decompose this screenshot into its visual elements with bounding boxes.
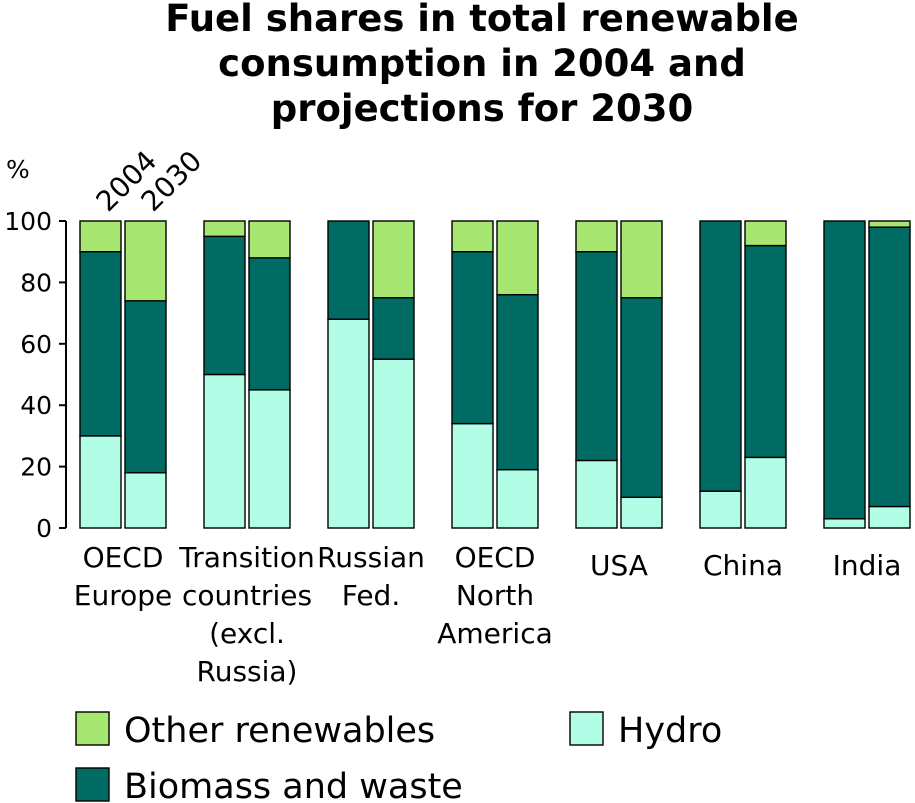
bar-segment-biomass-and-waste xyxy=(868,226,911,508)
bar-segment-other-renewables xyxy=(248,220,291,259)
bar-segment-biomass-and-waste xyxy=(699,220,742,492)
bar-segment-biomass-and-waste xyxy=(496,293,539,471)
legend-item-hydro: Hydro xyxy=(569,711,722,751)
bar-segment-biomass-and-waste xyxy=(327,220,370,320)
bar-segment-biomass-and-waste xyxy=(744,244,787,459)
bar-segment-other-renewables xyxy=(496,220,539,296)
category-label: OECD xyxy=(455,541,536,574)
y-tick-label: 40 xyxy=(20,391,52,420)
bar-segment-biomass-and-waste xyxy=(372,297,415,360)
legend-swatch xyxy=(75,711,110,746)
category-label: countries xyxy=(182,579,312,612)
bar-segment-hydro xyxy=(203,373,246,529)
category-label: (excl. xyxy=(209,617,285,650)
y-tick-label: 0 xyxy=(36,514,52,543)
bar-segment-hydro xyxy=(124,472,167,529)
bar-segment-hydro xyxy=(575,459,618,529)
bar-segment-biomass-and-waste xyxy=(575,250,618,462)
bar-year-labels: 2004 2030 xyxy=(90,144,209,218)
chart-title-line-3: projections for 2030 xyxy=(271,87,694,130)
bar-segment-other-renewables xyxy=(451,220,494,253)
bar-segment-other-renewables xyxy=(620,220,663,299)
legend-item-other-renewables: Other renewables xyxy=(75,711,435,751)
bar-segment-hydro xyxy=(451,422,494,529)
bar-segment-biomass-and-waste xyxy=(620,297,663,499)
category-label: North xyxy=(456,579,534,612)
bar-segment-hydro xyxy=(744,456,787,529)
chart-title: Fuel shares in total renewable consumpti… xyxy=(165,0,798,130)
bar-segment-biomass-and-waste xyxy=(451,250,494,425)
legend-swatch xyxy=(569,711,604,746)
bar-segment-biomass-and-waste xyxy=(79,250,122,437)
bar-segment-hydro xyxy=(327,318,370,529)
category-label: USA xyxy=(590,549,648,582)
bar-segment-hydro xyxy=(868,505,911,529)
bar-segment-other-renewables xyxy=(744,220,787,247)
category-label: Russia) xyxy=(197,655,298,688)
category-label: India xyxy=(833,549,902,582)
bar-segment-hydro xyxy=(372,358,415,529)
category-label: Fed. xyxy=(342,579,400,612)
plot-area: 0 20 40 60 80 100 xyxy=(4,207,911,543)
legend-label: Other renewables xyxy=(124,711,435,751)
y-tick-label: 60 xyxy=(20,330,52,359)
bar-segment-other-renewables xyxy=(372,220,415,299)
y-axis-label: % xyxy=(6,155,30,184)
y-tick-label: 100 xyxy=(4,207,52,236)
bar-segment-hydro xyxy=(620,496,663,529)
bar-segment-biomass-and-waste xyxy=(203,235,246,376)
bar-segment-biomass-and-waste xyxy=(124,300,167,474)
chart-title-line-1: Fuel shares in total renewable xyxy=(165,0,798,40)
bar-segment-hydro xyxy=(823,518,866,529)
legend-item-biomass-and-waste: Biomass and waste xyxy=(75,767,463,803)
legend-swatch xyxy=(75,767,110,802)
bar-segment-other-renewables xyxy=(203,220,246,238)
chart-title-line-2: consumption in 2004 and xyxy=(218,42,746,85)
category-label: OECD xyxy=(83,541,164,574)
legend-label: Hydro xyxy=(618,711,722,751)
bar-segment-hydro xyxy=(699,490,742,529)
category-label: America xyxy=(437,617,553,650)
category-label: Europe xyxy=(74,579,172,612)
bar-segment-hydro xyxy=(496,468,539,529)
bar-segment-other-renewables xyxy=(79,220,122,253)
bar-segment-other-renewables xyxy=(124,220,167,302)
legend-label: Biomass and waste xyxy=(124,767,463,803)
bar-segment-other-renewables xyxy=(868,220,911,228)
bar-segment-biomass-and-waste xyxy=(823,220,866,520)
category-label: Russian xyxy=(317,541,425,574)
bar-segment-hydro xyxy=(79,435,122,529)
category-label: Transition xyxy=(178,541,314,574)
bar-segment-other-renewables xyxy=(575,220,618,253)
bar-segment-biomass-and-waste xyxy=(248,257,291,391)
category-label: China xyxy=(703,549,783,582)
bar-segment-hydro xyxy=(248,389,291,529)
y-tick-label: 80 xyxy=(20,268,52,297)
y-tick-label: 20 xyxy=(20,453,52,482)
legend: Other renewables Hydro Biomass and waste xyxy=(75,711,722,803)
